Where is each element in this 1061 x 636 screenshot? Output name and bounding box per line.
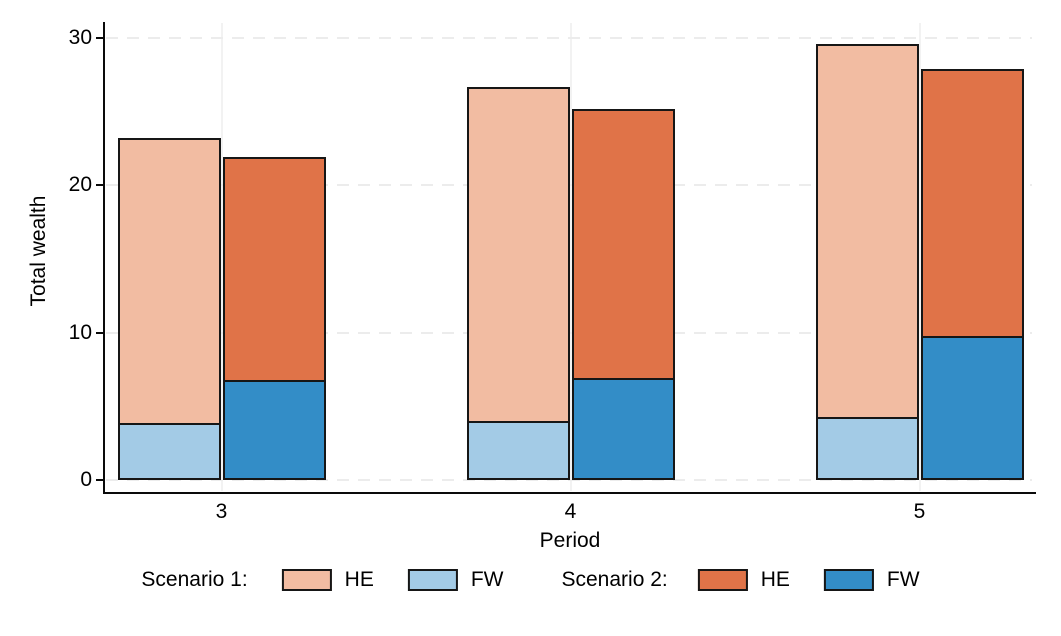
y-axis-line	[103, 22, 105, 494]
bar-scenario1-period5	[815, 43, 919, 480]
legend: Scenario 1: HE FW Scenario 2: HE FW	[141, 568, 920, 592]
y-tick-label-20: 20	[68, 173, 92, 197]
y-tick-10	[96, 331, 104, 334]
legend-swatch-scenario1-fw	[407, 569, 458, 591]
x-axis-title: Period	[539, 529, 601, 552]
legend-swatch-scenario2-fw	[823, 569, 874, 591]
legend-group1-label: Scenario 1:	[141, 568, 248, 591]
segment-fw-scenario2-period5	[922, 335, 1022, 478]
vertical-gridline-3	[220, 23, 223, 491]
y-tick-label-0: 0	[80, 468, 92, 491]
y-tick-label-10: 10	[68, 320, 92, 344]
gridline-0	[106, 479, 1032, 481]
legend-swatch-scenario2-he	[697, 569, 748, 591]
legend-label-scenario2-he: HE	[760, 568, 790, 591]
legend-label-scenario1-fw: FW	[470, 568, 504, 591]
bar-scenario2-period4	[571, 108, 675, 480]
y-tick-0	[96, 479, 104, 481]
segment-fw-scenario2-period4	[573, 378, 673, 478]
bar-scenario1-period4	[466, 86, 570, 480]
legend-group2-label: Scenario 2:	[561, 568, 668, 591]
x-axis-line	[103, 492, 1036, 494]
segment-fw-scenario1-period5	[817, 416, 917, 478]
legend-swatch-scenario1-he	[281, 569, 332, 591]
bar-scenario1-period3	[117, 138, 221, 480]
legend-label-scenario1-he: HE	[344, 568, 374, 591]
y-tick-30	[96, 37, 104, 40]
gridline-30	[106, 37, 1032, 40]
y-tick-20	[96, 184, 104, 187]
x-tick-label-5: 5	[913, 500, 926, 523]
bar-scenario2-period3	[222, 157, 326, 480]
legend-label-scenario2-fw: FW	[886, 568, 920, 591]
y-axis-title: Total wealth	[27, 195, 50, 307]
segment-fw-scenario1-period4	[468, 421, 568, 478]
vertical-gridline-5	[918, 23, 921, 491]
segment-fw-scenario1-period3	[119, 422, 219, 478]
vertical-gridline-4	[569, 23, 572, 491]
x-tick-label-3: 3	[215, 500, 228, 523]
segment-fw-scenario2-period3	[224, 379, 324, 478]
y-tick-label-30: 30	[68, 26, 92, 50]
bar-scenario2-period5	[920, 69, 1024, 480]
x-tick-label-4: 4	[564, 500, 577, 523]
